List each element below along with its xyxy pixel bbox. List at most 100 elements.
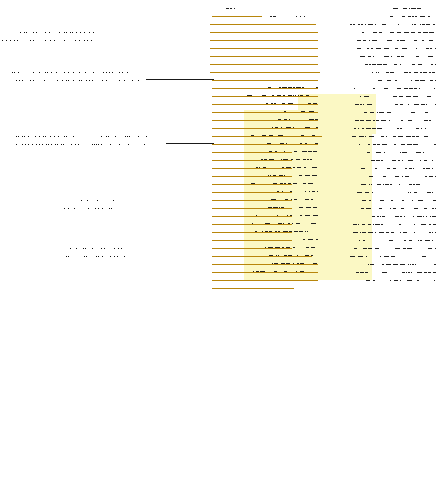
text-fragment — [408, 272, 410, 273]
text-fragment — [433, 272, 436, 273]
text-fragment — [373, 56, 374, 57]
text-fragment — [421, 104, 425, 105]
text-fragment — [379, 208, 382, 209]
note-mark — [97, 200, 98, 201]
note-mark — [66, 136, 67, 137]
text-fragment — [279, 87, 281, 88]
note-mark — [113, 200, 114, 201]
text-fragment — [275, 231, 277, 232]
underline — [212, 120, 318, 121]
text-fragment — [297, 255, 298, 256]
text-fragment — [281, 159, 282, 160]
note-mark — [84, 40, 85, 41]
text-fragment — [316, 127, 318, 128]
text-fragment — [304, 16, 305, 17]
text-fragment — [381, 136, 384, 137]
text-fragment — [407, 144, 412, 145]
text-fragment — [435, 64, 436, 65]
text-fragment — [362, 232, 366, 233]
note-mark — [101, 136, 102, 137]
text-fragment — [276, 255, 277, 256]
note-mark — [39, 136, 40, 137]
text-fragment — [293, 87, 295, 88]
text-fragment — [282, 191, 283, 192]
text-fragment — [372, 128, 376, 129]
text-fragment — [377, 216, 379, 217]
note-mark — [19, 80, 20, 81]
text-fragment — [259, 167, 260, 168]
text-fragment — [383, 64, 387, 65]
note-mark — [106, 72, 107, 73]
text-fragment — [393, 96, 397, 97]
text-fragment — [311, 255, 313, 256]
text-fragment — [281, 207, 284, 208]
text-fragment — [412, 136, 415, 137]
text-fragment — [309, 119, 314, 120]
note-mark — [85, 72, 86, 73]
underline — [212, 192, 292, 193]
underline — [212, 160, 292, 161]
note-mark — [39, 144, 40, 145]
note-mark — [81, 80, 82, 81]
text-fragment — [395, 176, 399, 177]
text-fragment — [303, 239, 305, 240]
text-fragment — [282, 167, 284, 168]
note-mark — [64, 72, 65, 73]
note-mark — [6, 40, 7, 41]
text-fragment — [405, 168, 407, 169]
note-mark — [17, 40, 18, 41]
text-fragment — [271, 199, 276, 200]
text-fragment — [417, 8, 421, 9]
text-fragment — [256, 271, 259, 272]
leader-line — [166, 143, 214, 144]
text-fragment — [413, 216, 414, 217]
text-fragment — [416, 56, 419, 57]
text-fragment — [376, 120, 379, 121]
text-fragment — [288, 223, 290, 224]
note-mark — [57, 80, 58, 81]
note-mark — [22, 136, 23, 137]
text-fragment — [286, 247, 290, 248]
note-mark — [109, 72, 110, 73]
note-mark — [103, 72, 104, 73]
text-fragment — [279, 175, 283, 176]
text-fragment — [366, 208, 371, 209]
note-mark — [28, 144, 29, 145]
text-fragment — [432, 72, 435, 73]
text-fragment — [271, 103, 273, 104]
note-mark — [132, 80, 133, 81]
underline — [212, 128, 318, 129]
text-fragment — [308, 151, 312, 152]
note-mark — [20, 32, 21, 33]
note-mark — [30, 40, 31, 41]
note-mark — [28, 136, 29, 137]
text-fragment — [284, 183, 286, 184]
text-fragment — [309, 191, 310, 192]
text-fragment — [382, 216, 385, 217]
text-fragment — [308, 183, 313, 184]
text-fragment — [278, 231, 280, 232]
text-fragment — [400, 40, 405, 41]
note-mark — [48, 144, 49, 145]
text-fragment — [384, 88, 388, 89]
text-fragment — [359, 240, 360, 241]
note-mark — [92, 248, 93, 249]
note-mark — [68, 80, 69, 81]
text-fragment — [305, 199, 309, 200]
note-mark — [78, 144, 79, 145]
text-fragment — [391, 256, 395, 257]
text-fragment — [411, 272, 412, 273]
note-mark — [93, 32, 94, 33]
note-mark — [32, 144, 33, 145]
text-fragment — [262, 135, 266, 136]
text-fragment — [432, 240, 433, 241]
text-fragment — [230, 8, 232, 9]
note-mark — [2, 40, 3, 41]
text-fragment — [420, 240, 422, 241]
text-fragment — [359, 136, 364, 137]
underline — [212, 200, 292, 201]
note-mark — [114, 256, 115, 257]
text-fragment — [280, 143, 284, 144]
text-fragment — [395, 104, 398, 105]
